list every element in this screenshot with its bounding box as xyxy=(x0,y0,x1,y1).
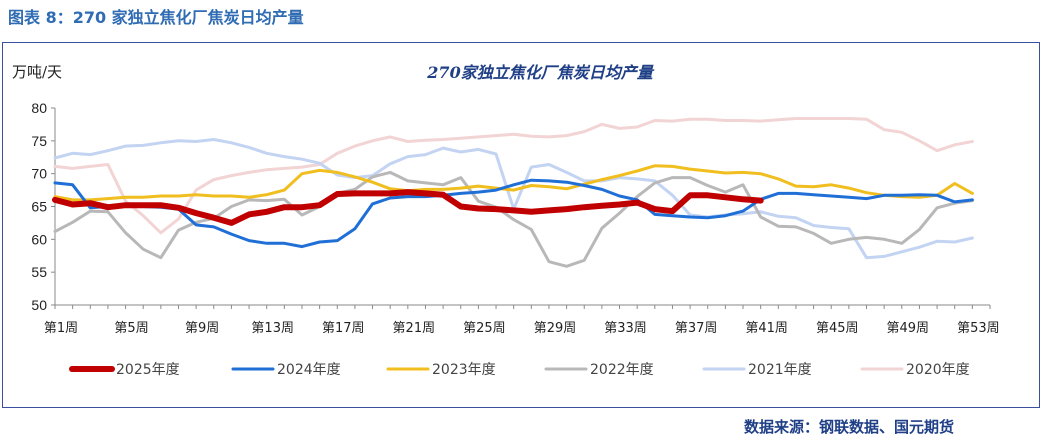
x-tick-label: 第1周 xyxy=(44,321,78,336)
chart-title: 270家独立焦化厂焦炭日均产量 xyxy=(426,63,654,82)
x-tick-label: 第5周 xyxy=(114,321,148,336)
x-tick-label: 第53周 xyxy=(957,321,1000,336)
x-tick-label: 第21周 xyxy=(393,321,436,336)
y-tick-label: 60 xyxy=(31,231,47,247)
chart-frame xyxy=(2,42,1040,408)
axes: 50 55 60 65 70 75 80 第1周 第5周 第9周 第13周 第17周 第21周 第25周 第… xyxy=(31,100,999,336)
legend-label-2025: 2025年度 xyxy=(116,362,180,378)
y-axis-label: 万吨/天 xyxy=(12,63,62,81)
x-tick-label: 第37周 xyxy=(675,321,718,336)
legend-label-2020: 2020年度 xyxy=(906,362,970,378)
legend-label-2024: 2024年度 xyxy=(277,362,341,378)
x-tick-label: 第13周 xyxy=(251,321,294,336)
x-tick-label: 第29周 xyxy=(534,321,577,336)
x-tick-label: 第45周 xyxy=(816,321,859,336)
y-tick-label: 65 xyxy=(31,199,47,215)
x-tick-label: 第25周 xyxy=(463,321,506,336)
x-tick-label: 第41周 xyxy=(745,321,788,336)
series-layer xyxy=(52,117,974,268)
x-tick-label: 第49周 xyxy=(887,321,930,336)
series-line-2025 xyxy=(52,189,764,226)
series-line-2020 xyxy=(53,117,974,235)
x-tick-label: 第33周 xyxy=(604,321,647,336)
series-line-2022 xyxy=(53,170,974,268)
x-tick-label: 第17周 xyxy=(322,321,365,336)
y-tick-label: 75 xyxy=(31,133,47,149)
series-line-2024 xyxy=(53,178,974,249)
figure-caption: 图表 8：270 家独立焦化厂焦炭日均产量 xyxy=(8,8,304,27)
source-note: 数据来源：钢联数据、国元期货 xyxy=(743,418,954,436)
y-tick-label: 80 xyxy=(31,100,47,116)
y-tick-label: 55 xyxy=(31,264,47,280)
legend: 2025年度 2024年度 2023年度 2022年度 2021年度 2020年度 xyxy=(69,362,970,378)
series-line-2023 xyxy=(53,164,974,202)
y-tick-label: 50 xyxy=(31,297,47,313)
legend-label-2023: 2023年度 xyxy=(432,362,496,378)
legend-label-2021: 2021年度 xyxy=(748,362,812,378)
x-tick-label: 第9周 xyxy=(185,321,219,336)
y-tick-label: 70 xyxy=(31,166,47,182)
legend-label-2022: 2022年度 xyxy=(590,362,654,378)
